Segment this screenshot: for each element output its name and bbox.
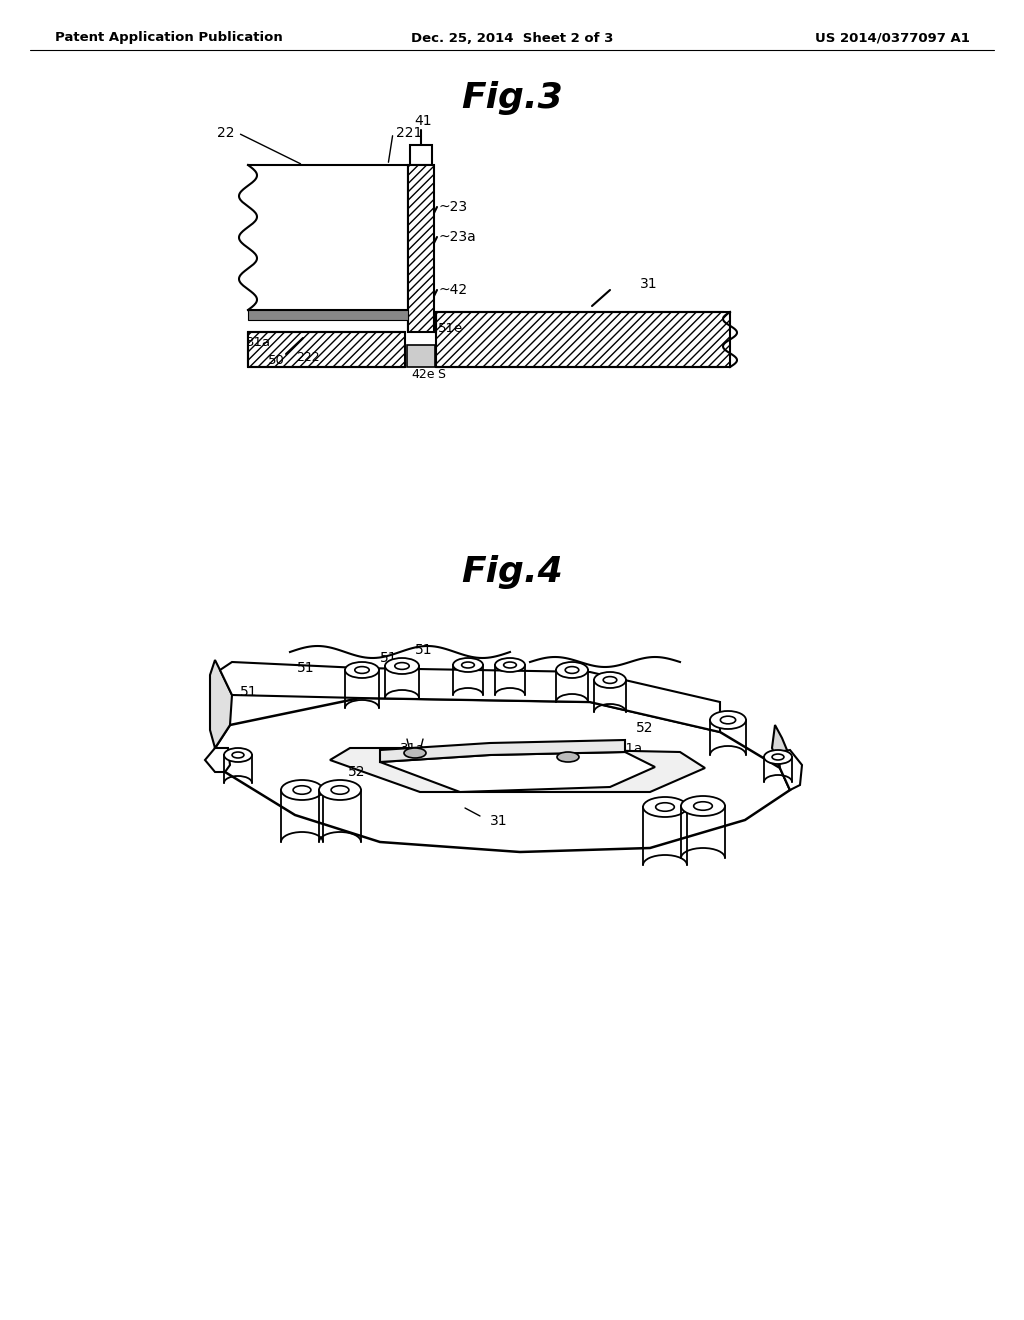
Text: 51e: 51e xyxy=(438,322,463,334)
Bar xyxy=(408,165,434,333)
Ellipse shape xyxy=(556,663,588,678)
Ellipse shape xyxy=(565,667,579,673)
Ellipse shape xyxy=(643,797,687,817)
Text: 51: 51 xyxy=(414,351,430,364)
Ellipse shape xyxy=(557,752,579,762)
Text: 52: 52 xyxy=(348,766,366,779)
Bar xyxy=(407,345,435,367)
Ellipse shape xyxy=(385,657,419,675)
Polygon shape xyxy=(239,165,408,310)
Ellipse shape xyxy=(404,748,426,758)
Text: 51: 51 xyxy=(415,643,432,657)
Text: 31a: 31a xyxy=(246,335,271,348)
Ellipse shape xyxy=(594,672,626,688)
Text: 22: 22 xyxy=(216,125,234,140)
Polygon shape xyxy=(220,663,720,733)
Ellipse shape xyxy=(224,748,252,762)
Text: ~23: ~23 xyxy=(439,201,468,214)
Ellipse shape xyxy=(495,657,525,672)
Ellipse shape xyxy=(345,663,379,678)
Text: Fig.4: Fig.4 xyxy=(461,554,563,589)
Ellipse shape xyxy=(693,801,713,810)
Text: US 2014/0377097 A1: US 2014/0377097 A1 xyxy=(815,32,970,45)
Ellipse shape xyxy=(681,796,725,816)
Text: 51: 51 xyxy=(240,685,258,700)
Text: ~42: ~42 xyxy=(439,282,468,297)
Text: 31a: 31a xyxy=(400,742,425,755)
Bar xyxy=(248,310,408,319)
Text: S: S xyxy=(437,368,445,381)
Ellipse shape xyxy=(453,657,483,672)
Ellipse shape xyxy=(319,780,361,800)
Ellipse shape xyxy=(395,663,410,669)
Text: 222: 222 xyxy=(296,351,319,364)
Ellipse shape xyxy=(331,785,349,795)
Ellipse shape xyxy=(281,780,323,800)
Text: 31: 31 xyxy=(640,277,657,290)
Bar xyxy=(410,145,432,165)
Text: 51: 51 xyxy=(297,661,315,675)
Ellipse shape xyxy=(354,667,370,673)
Ellipse shape xyxy=(772,754,784,760)
Ellipse shape xyxy=(764,750,792,764)
Text: ~23a: ~23a xyxy=(439,230,477,244)
Text: Fig.3: Fig.3 xyxy=(461,81,563,115)
Polygon shape xyxy=(772,725,792,789)
Text: 51: 51 xyxy=(380,651,397,665)
Text: 50: 50 xyxy=(268,354,285,367)
Ellipse shape xyxy=(720,717,735,723)
Text: 41: 41 xyxy=(414,114,432,128)
Text: 51: 51 xyxy=(472,766,489,779)
Bar xyxy=(436,312,730,367)
Text: Patent Application Publication: Patent Application Publication xyxy=(55,32,283,45)
Ellipse shape xyxy=(232,752,244,758)
Text: 42e: 42e xyxy=(411,368,434,381)
Bar xyxy=(248,333,406,367)
Ellipse shape xyxy=(504,663,516,668)
Text: Dec. 25, 2014  Sheet 2 of 3: Dec. 25, 2014 Sheet 2 of 3 xyxy=(411,32,613,45)
Text: 31: 31 xyxy=(490,814,508,828)
Ellipse shape xyxy=(655,803,675,812)
Ellipse shape xyxy=(293,785,311,795)
Text: 52: 52 xyxy=(636,721,653,735)
Polygon shape xyxy=(210,660,232,748)
Polygon shape xyxy=(205,748,230,772)
Polygon shape xyxy=(380,741,625,762)
Polygon shape xyxy=(330,748,705,792)
Ellipse shape xyxy=(710,711,746,729)
Text: 31b: 31b xyxy=(388,756,414,770)
Text: 31a: 31a xyxy=(618,742,643,755)
Polygon shape xyxy=(778,750,802,789)
Polygon shape xyxy=(215,698,790,851)
Text: 221: 221 xyxy=(396,125,422,140)
Ellipse shape xyxy=(462,663,474,668)
Ellipse shape xyxy=(603,677,616,684)
Text: 31b: 31b xyxy=(558,762,584,775)
Polygon shape xyxy=(380,752,655,792)
